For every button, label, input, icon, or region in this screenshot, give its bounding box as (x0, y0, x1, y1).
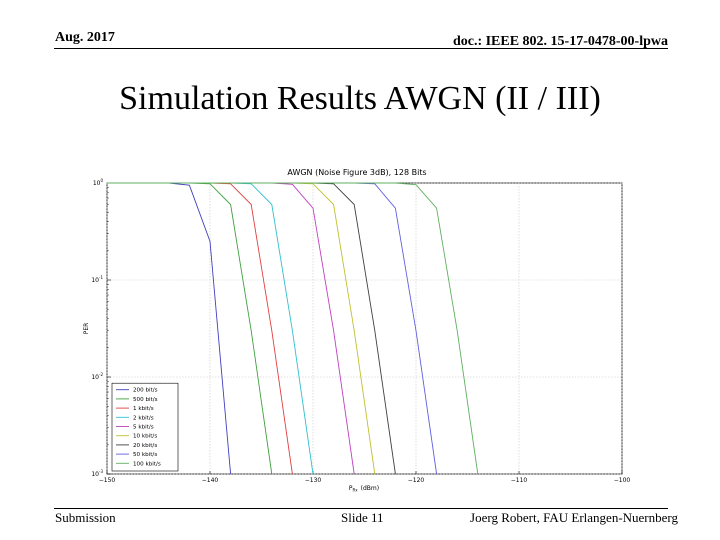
y-tick-label: 10-1 (91, 275, 103, 284)
series-lines (107, 182, 479, 475)
series-line (107, 182, 479, 475)
chart-title: AWGN (Noise Figure 3dB), 128 Bits (287, 168, 426, 177)
y-axis-label: PER (83, 323, 90, 335)
x-axis-label: PRx (dBm) (349, 485, 379, 493)
legend-label: 20 kbit/s (133, 443, 157, 449)
legend-box (111, 382, 179, 472)
legend: 200 bit/s 500 bit/s 1 kbit/s 2 kbit/s 5 kbit… (111, 382, 179, 472)
x-tick-label: −150 (99, 477, 116, 484)
y-tick-label: 10-3 (91, 469, 103, 478)
legend-label: 50 kbit/s (133, 452, 157, 458)
legend-label: 5 kbit/s (133, 425, 154, 431)
footer-slide-number: Slide 11 (341, 510, 384, 525)
footer-rule (54, 508, 668, 509)
awgn-per-chart: AWGN (Noise Figure 3dB), 128 Bits −150 −1… (80, 162, 640, 494)
legend-label: 100 kbit/s (133, 461, 161, 467)
header-rule (54, 48, 668, 49)
legend-label: 2 kbit/s (133, 415, 154, 421)
x-tick-label: −110 (511, 477, 528, 484)
x-tick-label: −130 (305, 477, 322, 484)
header-doc-id: doc.: IEEE 802. 15-17-0478-00-lpwa (452, 34, 668, 49)
y-tick-label: 100 (93, 178, 104, 187)
footer-submission: Submission (55, 510, 116, 525)
legend-label: 10 kbit/s (133, 434, 157, 440)
header-date: Aug. 2017 (55, 30, 115, 45)
legend-label: 200 bit/s (133, 388, 158, 394)
x-tick-label: −100 (614, 477, 631, 484)
slide-title: Simulation Results AWGN (II / III) (119, 80, 601, 117)
x-tick-label: −120 (408, 477, 425, 484)
y-tick-label: 10-2 (91, 372, 103, 381)
legend-label: 1 kbit/s (133, 406, 154, 412)
legend-label: 500 bit/s (133, 397, 158, 403)
x-tick-label: −140 (202, 477, 219, 484)
footer-author: Joerg Robert, FAU Erlangen-Nuernberg (470, 510, 678, 525)
axis-ticks: −150 −140 −130 −120 −110 −100 100 10-1 10-2 10-3 (91, 178, 630, 484)
